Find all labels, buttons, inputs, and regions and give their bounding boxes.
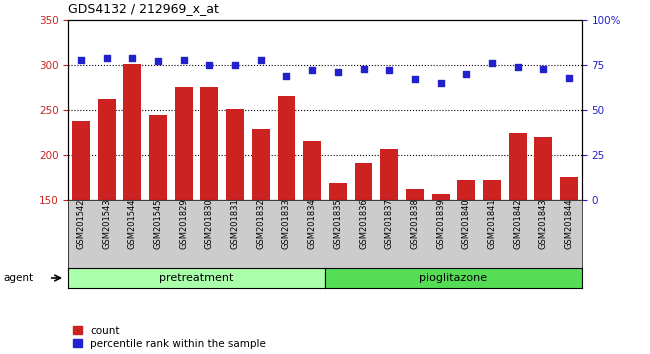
Point [101, 55, 112, 61]
Bar [354, 163, 372, 335]
Bar [457, 180, 475, 335]
Point [76, 57, 86, 62]
Bar [329, 183, 347, 335]
Point [436, 80, 446, 86]
Text: GDS4132 / 212969_x_at: GDS4132 / 212969_x_at [68, 2, 219, 15]
Point [564, 75, 574, 80]
Legend: count, percentile rank within the sample: count, percentile rank within the sample [73, 326, 266, 349]
Point [333, 69, 343, 75]
Bar [432, 194, 450, 335]
Bar [200, 87, 218, 335]
Bar [149, 114, 167, 335]
Bar [98, 99, 116, 335]
Bar [124, 64, 142, 335]
Text: pretreatment: pretreatment [159, 273, 234, 283]
Point [204, 62, 214, 68]
Point [153, 58, 163, 64]
Point [358, 66, 369, 72]
Point [281, 73, 292, 79]
Text: pioglitazone: pioglitazone [419, 273, 488, 283]
Point [127, 55, 138, 61]
Bar [278, 96, 296, 335]
Bar [560, 177, 578, 335]
Point [384, 68, 395, 73]
Bar [483, 180, 501, 335]
Bar [534, 137, 552, 335]
Bar [303, 141, 321, 335]
Point [255, 57, 266, 62]
Bar [175, 87, 193, 335]
Point [512, 64, 523, 70]
Text: agent: agent [3, 273, 33, 283]
Bar [72, 121, 90, 335]
Point [538, 66, 549, 72]
Bar [380, 149, 398, 335]
Point [230, 62, 240, 68]
Bar [226, 109, 244, 335]
Point [461, 71, 471, 77]
Bar [252, 129, 270, 335]
Bar [508, 133, 526, 335]
Bar [406, 189, 424, 335]
Point [307, 68, 317, 73]
Point [410, 76, 420, 82]
Point [179, 57, 189, 62]
Point [487, 61, 497, 66]
